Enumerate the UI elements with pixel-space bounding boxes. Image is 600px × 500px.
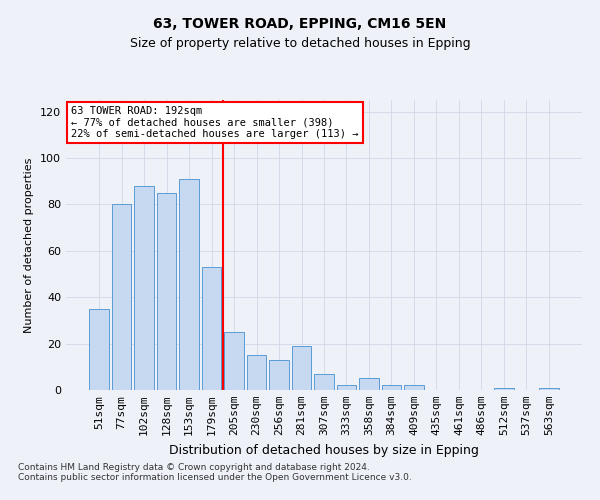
- Text: 63, TOWER ROAD, EPPING, CM16 5EN: 63, TOWER ROAD, EPPING, CM16 5EN: [154, 18, 446, 32]
- X-axis label: Distribution of detached houses by size in Epping: Distribution of detached houses by size …: [169, 444, 479, 456]
- Text: 63 TOWER ROAD: 192sqm
← 77% of detached houses are smaller (398)
22% of semi-det: 63 TOWER ROAD: 192sqm ← 77% of detached …: [71, 106, 359, 139]
- Y-axis label: Number of detached properties: Number of detached properties: [25, 158, 34, 332]
- Bar: [314, 374, 334, 390]
- Bar: [404, 386, 424, 390]
- Bar: [89, 309, 109, 390]
- Bar: [539, 388, 559, 390]
- Bar: [359, 378, 379, 390]
- Bar: [202, 267, 221, 390]
- Bar: [134, 186, 154, 390]
- Bar: [179, 179, 199, 390]
- Bar: [224, 332, 244, 390]
- Bar: [269, 360, 289, 390]
- Text: Contains HM Land Registry data © Crown copyright and database right 2024.
Contai: Contains HM Land Registry data © Crown c…: [18, 463, 412, 482]
- Bar: [292, 346, 311, 390]
- Bar: [494, 388, 514, 390]
- Bar: [247, 355, 266, 390]
- Bar: [112, 204, 131, 390]
- Bar: [157, 193, 176, 390]
- Bar: [382, 386, 401, 390]
- Text: Size of property relative to detached houses in Epping: Size of property relative to detached ho…: [130, 38, 470, 51]
- Bar: [337, 386, 356, 390]
